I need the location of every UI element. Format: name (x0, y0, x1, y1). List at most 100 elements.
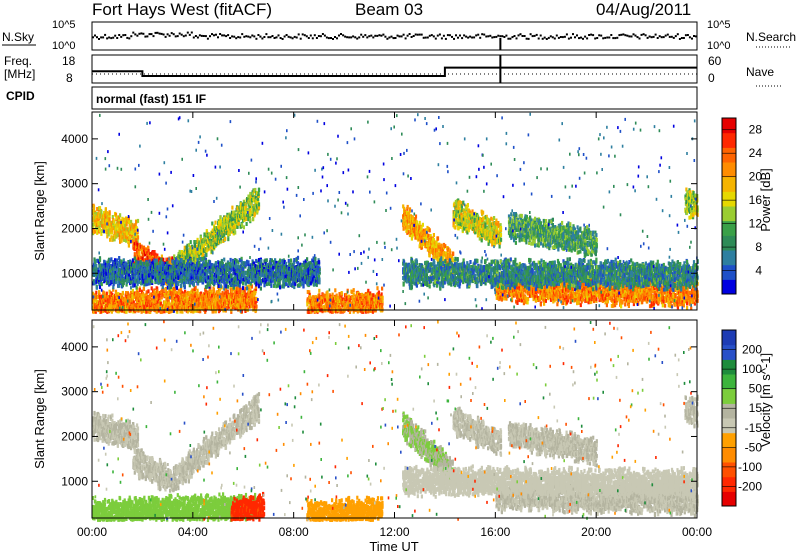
noise-sample (346, 36, 349, 39)
noise-sample (515, 37, 518, 40)
noise-sample (451, 35, 453, 38)
echo-cell (113, 237, 116, 242)
echo-cell (186, 298, 189, 303)
noise-sample (648, 35, 651, 38)
echo-cell (194, 296, 197, 301)
echo-cell (224, 299, 227, 304)
echo-cell (208, 232, 211, 237)
noise-sample (192, 36, 195, 39)
frequency-panel: Freq. [MHz] 18 8 60 0 Nave CPID (4, 54, 782, 103)
echo-cell (171, 307, 174, 312)
noise-sample (616, 36, 619, 39)
echo-cell (102, 300, 105, 304)
noise-sample (275, 36, 278, 39)
noise-sample (584, 35, 587, 38)
echo-cell (152, 289, 155, 294)
echo-cell (110, 228, 113, 233)
echo-cell (224, 236, 227, 241)
echo-cell (230, 292, 233, 297)
echo-cell (95, 285, 98, 290)
echo-cell (135, 219, 138, 224)
echo-cell (196, 288, 199, 293)
noise-sample (676, 33, 679, 36)
echo-cell (225, 296, 228, 301)
noise-sample (128, 37, 131, 40)
echo-cell (175, 285, 179, 290)
echo-cell (215, 294, 218, 299)
noise-sample (223, 34, 226, 37)
echo-cell (98, 258, 102, 263)
echo-cell (171, 304, 174, 309)
echo-cell (104, 308, 107, 313)
echo-cell (233, 294, 236, 299)
echo-cell (108, 217, 111, 222)
noise-sample (469, 35, 472, 38)
noise-sample (251, 34, 254, 37)
noise-sample (400, 35, 403, 38)
echo-cell (119, 213, 122, 218)
echo-cell (203, 299, 206, 304)
noise-sample (630, 35, 633, 38)
noise-sample (660, 36, 663, 39)
echo-cell (120, 301, 123, 305)
echo-cell (93, 229, 96, 234)
echo-cell (128, 223, 131, 228)
noise-sample (378, 34, 381, 37)
noise-sample (138, 32, 141, 35)
noise-sample (442, 34, 445, 37)
echo-cell (206, 290, 210, 295)
echo-cell (205, 294, 208, 299)
cpid-label: CPID (6, 89, 35, 103)
echo-cell (161, 292, 164, 297)
echo-cell (200, 298, 203, 303)
echo-cell (158, 257, 162, 262)
echo-cell (243, 301, 246, 306)
noise-sample (444, 37, 447, 40)
noise-sample (321, 33, 324, 35)
echo-cell (164, 288, 167, 292)
echo-cell (105, 291, 108, 296)
echo-cell (230, 309, 233, 314)
noise-sample (551, 36, 554, 39)
echo-cell (131, 234, 134, 238)
noise-sample (176, 35, 179, 38)
echo-cell (242, 225, 245, 230)
echo-cell (171, 256, 174, 261)
echo-cell (254, 195, 257, 200)
echo-cell (118, 215, 121, 220)
noise-sample (340, 33, 342, 35)
echo-cell (160, 257, 163, 262)
echo-cell (147, 295, 150, 300)
echo-cell (100, 282, 103, 287)
noise-sample (130, 35, 133, 38)
echo-cell (131, 288, 134, 293)
noise-sample (465, 35, 468, 38)
echo-cell (225, 231, 228, 236)
echo-cell (135, 245, 138, 250)
noise-sample (217, 36, 219, 39)
echo-cell (130, 280, 133, 285)
echo-cell (127, 292, 130, 297)
echo-cell (176, 294, 179, 299)
echo-cell (186, 252, 189, 257)
echo-cell (241, 306, 244, 311)
noise-sample (695, 35, 697, 38)
noise-sample (233, 35, 236, 38)
echo-cell (141, 256, 144, 261)
noise-sample (475, 34, 478, 37)
noise-sample (519, 33, 522, 36)
echo-cell (119, 231, 122, 236)
echo-cell (231, 205, 234, 210)
noise-sample (239, 36, 242, 39)
noise-sample (200, 34, 203, 37)
echo-cell (123, 238, 126, 242)
echo-cell (214, 302, 217, 307)
noise-sample (180, 33, 183, 36)
cpid-strip: normal (fast) 151 IF (91, 86, 698, 110)
echo-cell (234, 230, 237, 235)
echo-cell (237, 286, 240, 291)
echo-cell (115, 292, 118, 297)
noise-sample (219, 33, 222, 35)
noise-sample (271, 35, 274, 37)
echo-cell (96, 230, 99, 235)
